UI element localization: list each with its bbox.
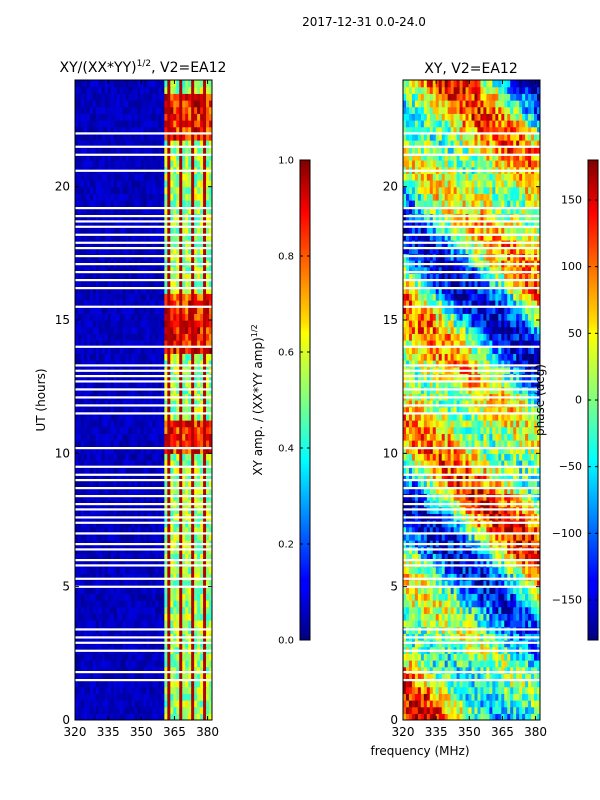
x-tick-label: 335 [97,725,120,739]
y-tick-label: 15 [55,313,70,327]
left-ylabel: UT (hours) [34,368,48,431]
colorbar-tick-label: 0.0 [278,636,294,647]
colorbar-tick-label: −150 [552,594,582,607]
right-plot-frame [402,79,541,721]
left-colorbar-label-superscript: 1/2 [250,324,259,337]
y-tick-label: 10 [55,446,70,460]
right-heatmap-image [403,80,540,720]
figure-suptitle: 2017-12-31 0.0-24.0 [302,15,426,29]
y-tick-label: 0 [62,713,70,727]
colorbar-tick-label: 0.8 [278,252,294,263]
left-colorbar-gradient [299,159,311,641]
x-tick-label: 365 [491,725,514,739]
left-colorbar-ticks: 0.0 0.2 0.4 0.6 0.8 1.0 [278,156,310,647]
y-tick-label: 20 [55,180,70,194]
left-colorbar: 0.0 0.2 0.4 0.6 0.8 1.0 XY amp. / (XX*YY amp)… [250,156,311,647]
y-tick-label: 0 [390,713,398,727]
y-tick-label: 5 [62,580,70,594]
right-colorbar: 150 100 50 0 −50 −100 −150 phase (deg) [533,159,599,641]
colorbar-tick-label: −50 [559,460,582,473]
y-tick-label: 15 [383,313,398,327]
right-colorbar-ticks: 150 100 50 0 −50 −100 −150 [552,194,598,607]
y-tick-label: 5 [390,580,398,594]
x-tick-label: 380 [196,725,219,739]
left-heatmap-image [75,80,212,720]
right-panel: XY, V2=EA12 320 335 350 365 380 0 5 10 15 20 [383,61,547,739]
colorbar-tick-label: 1.0 [278,156,294,167]
colorbar-tick-label: 0 [575,394,582,407]
left-panel-title: XY/(XX*YY)1/2, V2=EA12 [60,59,227,76]
colorbar-tick-label: −100 [552,527,582,540]
left-axes-ticks: 320 335 350 365 380 0 5 10 15 20 [55,80,219,739]
colorbar-tick-label: 150 [561,194,582,207]
left-panel: XY/(XX*YY)1/2, V2=EA12 320 335 350 365 380 0 5… [34,59,226,739]
x-tick-label: 350 [458,725,481,739]
x-tick-label: 350 [130,725,153,739]
right-panel-title: XY, V2=EA12 [424,61,518,77]
right-colorbar-label: phase (deg) [533,364,547,436]
right-axes-ticks: 320 335 350 365 380 0 5 10 15 20 [383,80,547,739]
y-tick-label: 10 [383,446,398,460]
colorbar-tick-label: 0.4 [278,444,294,455]
colorbar-tick-label: 50 [568,327,582,340]
x-tick-label: 335 [425,725,448,739]
x-tick-label: 320 [64,725,87,739]
colorbar-tick-label: 100 [561,260,582,273]
left-colorbar-label: XY amp. / (XX*YY amp)1/2 [250,324,265,475]
left-plot-frame [74,79,213,721]
x-tick-label: 380 [524,725,547,739]
left-title-superscript: 1/2 [137,59,151,69]
x-tick-label: 320 [392,725,415,739]
y-tick-label: 20 [383,180,398,194]
colorbar-tick-label: 0.2 [278,540,294,551]
colorbar-tick-label: 0.6 [278,348,294,359]
x-tick-label: 365 [163,725,186,739]
common-xlabel: frequency (MHz) [370,744,469,758]
